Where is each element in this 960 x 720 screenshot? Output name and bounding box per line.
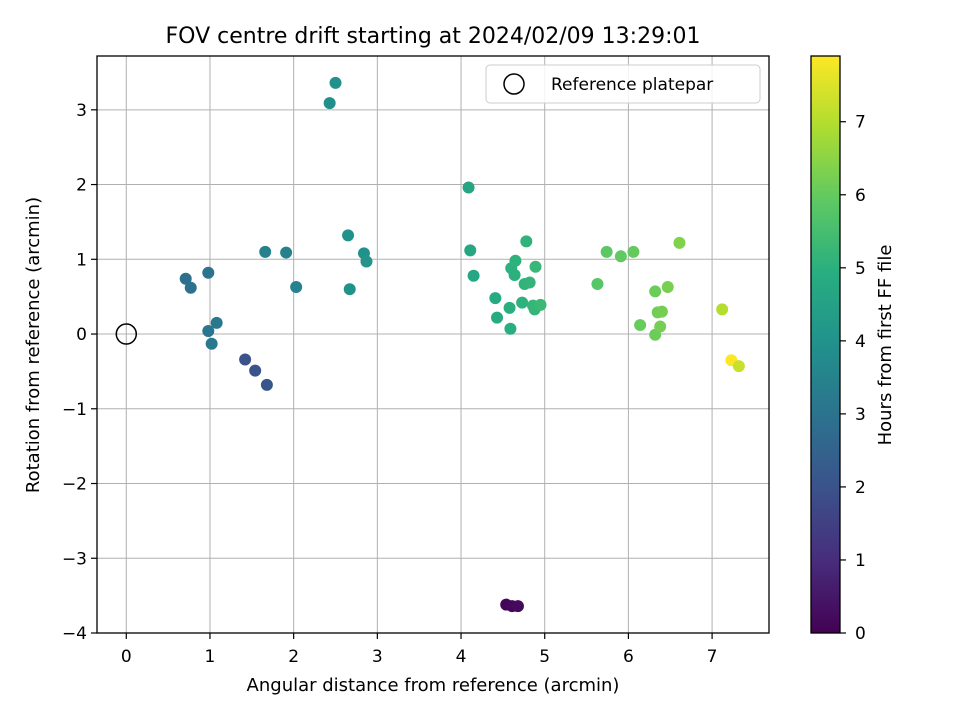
data-point (591, 277, 604, 290)
data-point (184, 281, 197, 294)
x-tick-label: 5 (539, 647, 550, 667)
data-point (673, 236, 686, 249)
colorbar-tick-label: 7 (855, 113, 866, 133)
legend-box (485, 64, 761, 104)
x-axis-label: Angular distance from reference (arcmin) (247, 675, 620, 696)
colorbar-tick-label: 1 (855, 551, 866, 571)
data-point (523, 276, 536, 289)
colorbar-gradient (810, 55, 841, 634)
x-tick-label: 0 (121, 647, 132, 667)
colorbar-tick-label: 5 (855, 259, 866, 279)
data-point (732, 360, 745, 373)
data-point (343, 283, 356, 296)
data-point (516, 296, 529, 309)
data-point (323, 97, 336, 110)
data-point (260, 378, 273, 391)
data-point (342, 229, 355, 242)
colorbar-tick-label: 6 (855, 186, 866, 206)
y-tick-label: 0 (76, 325, 87, 345)
colorbar-tick-label: 3 (855, 405, 866, 425)
data-point (179, 272, 192, 285)
y-tick-label: 2 (76, 176, 87, 196)
data-point (503, 301, 516, 314)
data-point (661, 280, 674, 293)
data-point (491, 311, 504, 324)
data-point (210, 316, 223, 329)
data-points (115, 76, 745, 613)
legend-label-reference-platepar: Reference platepar (551, 75, 713, 95)
x-axis-ticks: 0 1 2 3 4 5 6 7 (121, 633, 718, 667)
colorbar-ticks: 0 1 2 3 4 5 6 7 (840, 113, 866, 644)
data-point (655, 305, 668, 318)
data-point (467, 269, 480, 282)
y-tick-label: −4 (62, 624, 87, 644)
data-point (520, 235, 533, 248)
y-tick-label: −2 (62, 475, 87, 495)
x-tick-label: 1 (205, 647, 216, 667)
colorbar-tick-label: 2 (855, 478, 866, 498)
data-point (716, 303, 729, 316)
data-point (259, 245, 272, 258)
colorbar-tick-label: 4 (855, 332, 866, 352)
data-point (509, 254, 522, 267)
x-tick-label: 2 (288, 647, 299, 667)
data-point (654, 320, 667, 333)
data-point (504, 322, 517, 335)
colorbar-label: Hours from first FF file (875, 245, 896, 446)
data-point (202, 325, 215, 338)
y-tick-label: −1 (62, 400, 87, 420)
data-point (290, 280, 303, 293)
colorbar: 0 1 2 3 4 5 6 7 Hours from first FF file (810, 55, 896, 644)
data-point (464, 244, 477, 257)
x-tick-label: 3 (372, 647, 383, 667)
data-point (511, 600, 524, 613)
data-point (462, 181, 475, 194)
data-point (534, 298, 547, 311)
data-point (614, 250, 627, 263)
y-tick-label: −3 (62, 549, 87, 569)
reference-platepar-marker (115, 323, 138, 345)
data-point (239, 353, 252, 366)
x-tick-label: 7 (707, 647, 718, 667)
data-point (649, 285, 662, 298)
y-tick-label: 1 (76, 250, 87, 270)
grid (97, 56, 769, 634)
plot-frame (96, 55, 770, 634)
legend-marker-reference-platepar (503, 73, 525, 95)
x-tick-label: 4 (456, 647, 467, 667)
data-point (329, 76, 342, 89)
x-tick-label: 6 (623, 647, 634, 667)
chart-title: FOV centre drift starting at 2024/02/09 … (166, 24, 701, 49)
data-point (627, 245, 640, 258)
colorbar-tick-label: 0 (855, 624, 866, 644)
data-point (249, 364, 262, 377)
data-point (508, 268, 521, 281)
data-point (600, 245, 613, 258)
legend: Reference platepar (485, 64, 761, 104)
data-point (360, 255, 373, 268)
data-point (205, 337, 218, 350)
data-point (489, 292, 502, 305)
y-axis-ticks: −4 −3 −2 −1 0 1 2 3 (62, 101, 97, 644)
y-axis-label: Rotation from reference (arcmin) (23, 197, 44, 493)
data-point (202, 266, 215, 279)
data-point (280, 246, 293, 259)
data-point (529, 260, 542, 273)
y-tick-label: 3 (76, 101, 87, 121)
data-point (634, 319, 647, 332)
